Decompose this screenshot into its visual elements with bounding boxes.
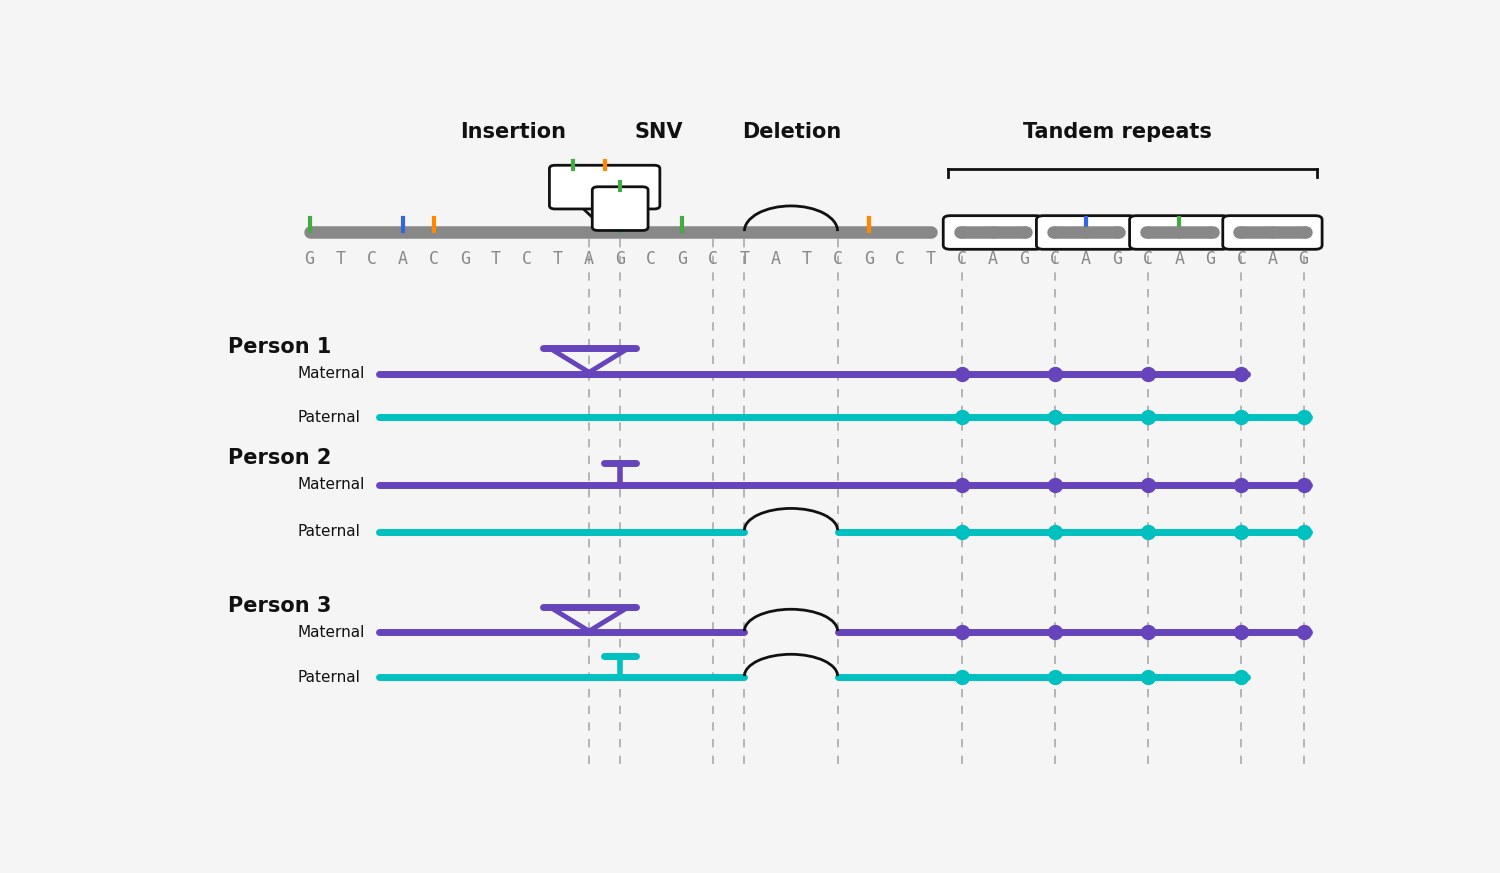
Point bbox=[1042, 670, 1066, 684]
Text: Person 2: Person 2 bbox=[228, 448, 332, 468]
Text: C: C bbox=[522, 251, 532, 268]
Text: T: T bbox=[336, 251, 345, 268]
Text: T: T bbox=[554, 251, 562, 268]
Text: G: G bbox=[1299, 251, 1308, 268]
Point bbox=[1136, 410, 1160, 424]
Point bbox=[1074, 225, 1098, 239]
Text: A: A bbox=[1268, 251, 1278, 268]
Text: A: A bbox=[771, 251, 780, 268]
Text: C: C bbox=[957, 251, 968, 268]
FancyBboxPatch shape bbox=[1036, 216, 1136, 250]
Text: G: G bbox=[460, 251, 470, 268]
FancyBboxPatch shape bbox=[592, 187, 648, 230]
Point bbox=[1167, 225, 1191, 239]
Point bbox=[1292, 525, 1316, 539]
Text: Maternal: Maternal bbox=[298, 477, 366, 492]
Text: T: T bbox=[490, 251, 501, 268]
Point bbox=[1136, 625, 1160, 639]
Text: T: T bbox=[926, 251, 936, 268]
Text: G: G bbox=[567, 180, 579, 198]
Text: A: A bbox=[1174, 251, 1185, 268]
Text: Person 1: Person 1 bbox=[228, 337, 332, 357]
Point bbox=[1292, 478, 1316, 491]
Point bbox=[981, 225, 1005, 239]
Text: Deletion: Deletion bbox=[742, 121, 842, 141]
Text: Paternal: Paternal bbox=[298, 670, 362, 685]
Text: T: T bbox=[740, 251, 750, 268]
Text: A: A bbox=[988, 251, 998, 268]
Point bbox=[1230, 625, 1254, 639]
Text: C: C bbox=[646, 251, 656, 268]
Text: C: C bbox=[833, 251, 843, 268]
Text: A: A bbox=[1082, 251, 1090, 268]
FancyBboxPatch shape bbox=[1222, 216, 1322, 250]
Text: T: T bbox=[630, 180, 642, 198]
Point bbox=[1042, 225, 1066, 239]
Text: T: T bbox=[801, 251, 812, 268]
Text: G: G bbox=[1206, 251, 1215, 268]
Point bbox=[1042, 367, 1066, 381]
Point bbox=[1230, 525, 1254, 539]
Point bbox=[1042, 625, 1066, 639]
FancyBboxPatch shape bbox=[1130, 216, 1228, 250]
Text: G: G bbox=[304, 251, 315, 268]
Text: C: C bbox=[894, 251, 904, 268]
Text: C: C bbox=[708, 251, 718, 268]
FancyBboxPatch shape bbox=[549, 165, 660, 209]
Point bbox=[950, 625, 974, 639]
Text: A: A bbox=[398, 251, 408, 268]
Text: C: C bbox=[1050, 251, 1060, 268]
Point bbox=[950, 225, 974, 239]
Text: G: G bbox=[1112, 251, 1122, 268]
Text: Insertion: Insertion bbox=[460, 121, 566, 141]
Text: Tandem repeats: Tandem repeats bbox=[1023, 121, 1212, 141]
Point bbox=[1106, 225, 1130, 239]
Text: G: G bbox=[615, 251, 626, 268]
Point bbox=[950, 525, 974, 539]
Point bbox=[1230, 225, 1254, 239]
Text: G: G bbox=[864, 251, 873, 268]
Text: G: G bbox=[1019, 251, 1029, 268]
Point bbox=[1230, 367, 1254, 381]
FancyBboxPatch shape bbox=[944, 216, 1042, 250]
Point bbox=[1136, 367, 1160, 381]
Point bbox=[1013, 225, 1036, 239]
Point bbox=[1136, 225, 1160, 239]
Text: SNV: SNV bbox=[634, 121, 682, 141]
Text: G: G bbox=[615, 201, 626, 220]
Point bbox=[950, 670, 974, 684]
Point bbox=[1042, 525, 1066, 539]
Point bbox=[1260, 225, 1284, 239]
Point bbox=[1292, 225, 1316, 239]
Point bbox=[1198, 225, 1222, 239]
Point bbox=[950, 367, 974, 381]
Point bbox=[1136, 478, 1160, 491]
Text: G: G bbox=[678, 251, 687, 268]
Text: A: A bbox=[598, 180, 610, 198]
Point bbox=[950, 478, 974, 491]
Point bbox=[1230, 410, 1254, 424]
Text: Person 3: Person 3 bbox=[228, 595, 332, 615]
Point bbox=[1230, 478, 1254, 491]
Point bbox=[950, 410, 974, 424]
Text: Paternal: Paternal bbox=[298, 524, 362, 540]
Point bbox=[1042, 478, 1066, 491]
Point bbox=[1042, 410, 1066, 424]
Text: A: A bbox=[584, 251, 594, 268]
Point bbox=[1292, 625, 1316, 639]
Point bbox=[1292, 410, 1316, 424]
Point bbox=[1136, 670, 1160, 684]
Text: Paternal: Paternal bbox=[298, 409, 362, 425]
Point bbox=[1230, 670, 1254, 684]
Text: C: C bbox=[1143, 251, 1154, 268]
Text: C: C bbox=[429, 251, 439, 268]
Point bbox=[1136, 525, 1160, 539]
Text: Maternal: Maternal bbox=[298, 366, 366, 382]
Text: C: C bbox=[366, 251, 376, 268]
Text: Maternal: Maternal bbox=[298, 625, 366, 640]
Text: C: C bbox=[1236, 251, 1246, 268]
